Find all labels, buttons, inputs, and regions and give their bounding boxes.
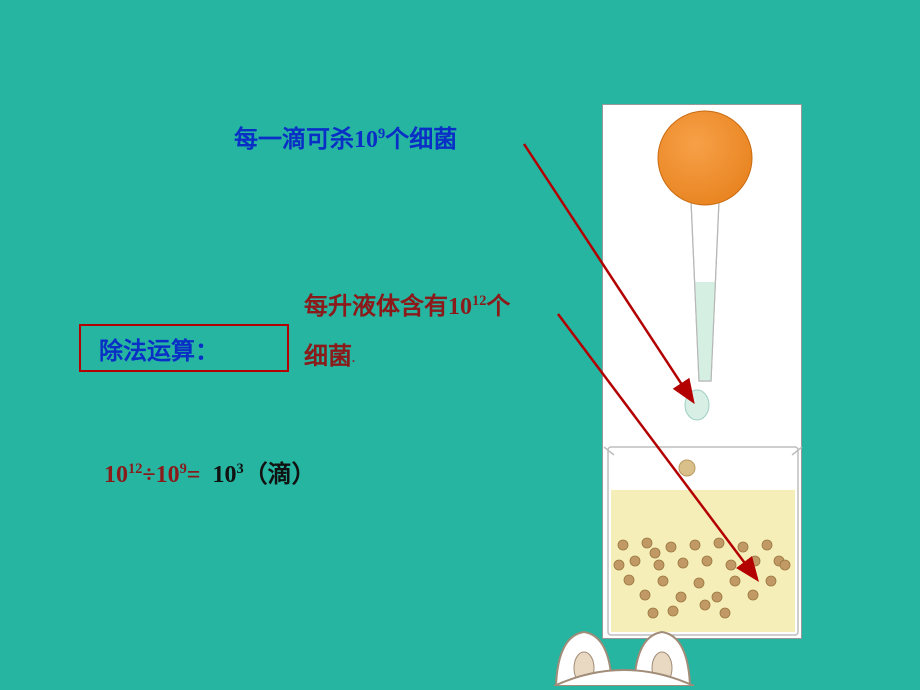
eq-res-sup: 3 [236, 461, 243, 477]
diagram-svg [603, 105, 801, 638]
eq-lhs-sup1: 12 [128, 461, 142, 477]
eq-lhs-base2: 10 [156, 462, 180, 488]
division-label-box: 除法运算： [79, 324, 289, 372]
eq-res-base: 10 [212, 462, 236, 488]
slide-root: 每一滴可杀109个细菌 每升液体含有1012个 细菌. 除法运算： 1012÷1… [0, 0, 920, 690]
equation-result: 103（滴） [206, 462, 315, 488]
caption-per-drop: 每一滴可杀109个细菌 [234, 119, 457, 154]
t2-pre: 每升液体含有10 [304, 294, 472, 320]
eq-lhs-sup2: 9 [180, 461, 187, 477]
cartoon-ears [544, 626, 704, 686]
t1-post: 个细菌 [385, 127, 457, 153]
t1-pre: 每一滴可杀10 [234, 127, 378, 153]
diagram-panel [602, 104, 802, 639]
t2-sup: 12 [472, 293, 486, 309]
division-label-text: 除法运算： [99, 331, 219, 366]
eq-eq: = [187, 462, 201, 488]
eq-op: ÷ [142, 462, 155, 488]
t2-line2: 细菌 [304, 344, 352, 370]
t2-dot: . [352, 351, 355, 365]
eq-lhs-base1: 10 [104, 462, 128, 488]
caption-per-liter-line1: 每升液体含有1012个 [304, 286, 510, 321]
equation: 1012÷109= 103（滴） [104, 454, 316, 489]
caption-per-liter-line2: 细菌. [304, 336, 355, 371]
eq-res-suffix: （滴） [244, 462, 316, 488]
t2-post: 个 [486, 294, 510, 320]
equation-lhs: 1012÷109= [104, 462, 206, 488]
slide-inner: 每一滴可杀109个细菌 每升液体含有1012个 细菌. 除法运算： 1012÷1… [4, 4, 916, 686]
